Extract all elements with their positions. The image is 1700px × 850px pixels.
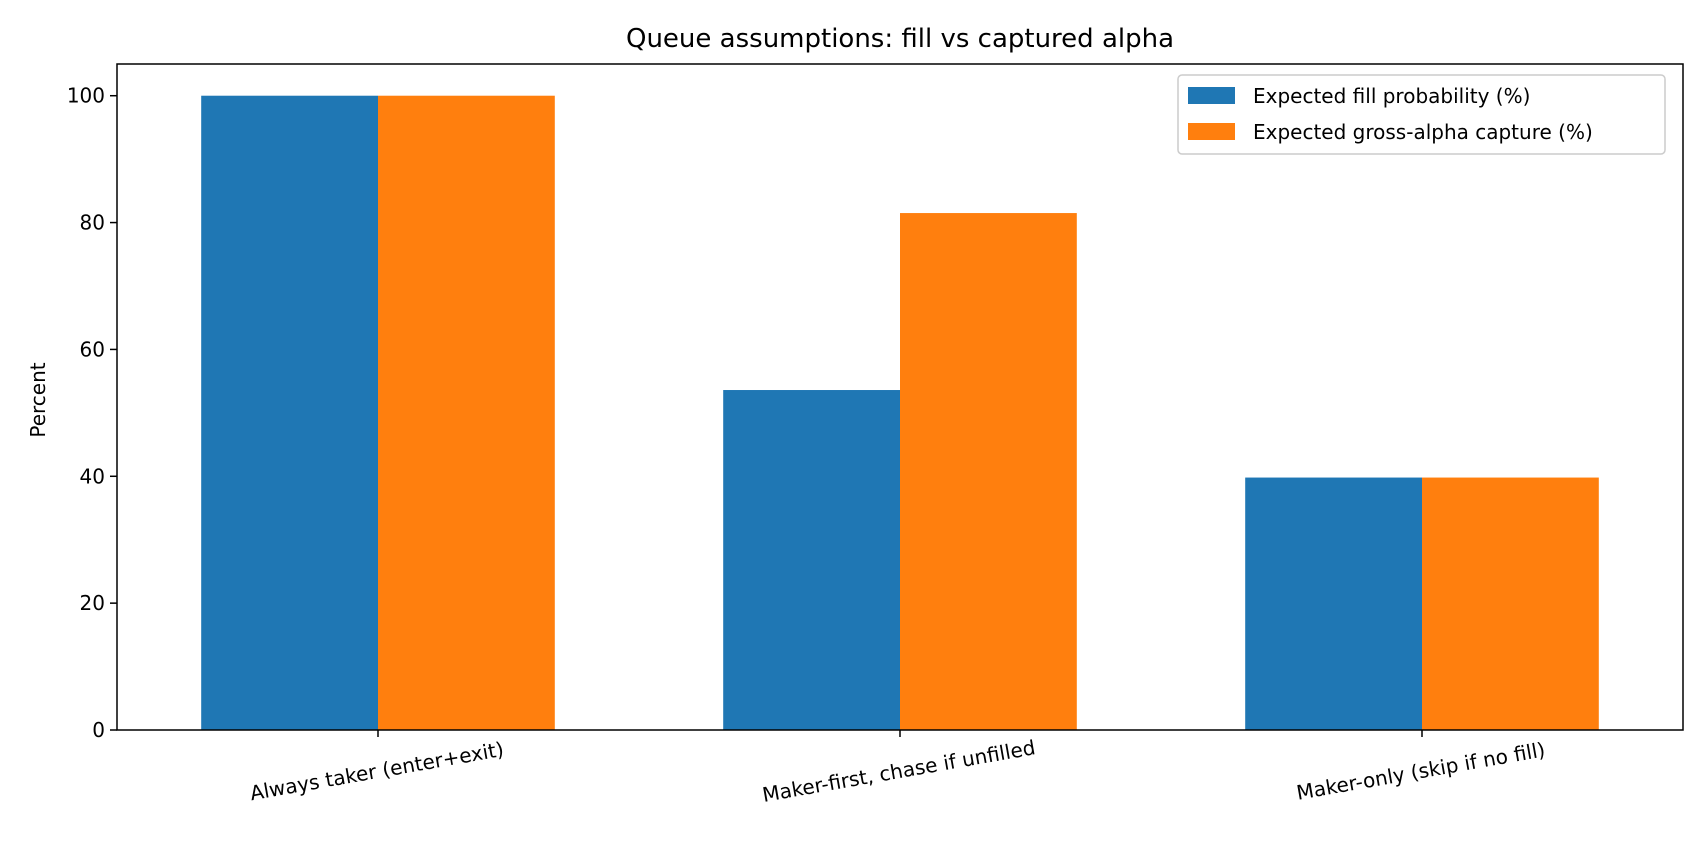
bar-alpha-capture-0 xyxy=(378,95,555,730)
bar-fill-probability-0 xyxy=(201,95,378,730)
chart-title: Queue assumptions: fill vs captured alph… xyxy=(626,24,1174,54)
legend: Expected fill probability (%) Expected gr… xyxy=(1177,74,1666,155)
bar-alpha-capture-2 xyxy=(1422,477,1599,730)
bar-alpha-capture-1 xyxy=(900,213,1077,731)
legend-swatch xyxy=(1188,123,1235,140)
y-tick-label: 80 xyxy=(80,211,105,235)
legend-box xyxy=(1177,74,1666,155)
legend-label: Expected fill probability (%) xyxy=(1253,84,1530,108)
y-axis: 0 20 40 60 80 100 xyxy=(67,84,117,742)
legend-swatch xyxy=(1188,87,1235,104)
legend-label: Expected gross-alpha capture (%) xyxy=(1253,120,1593,144)
bar-fill-probability-1 xyxy=(723,390,900,730)
y-tick-label: 0 xyxy=(92,718,105,742)
y-tick-label: 100 xyxy=(67,84,105,108)
y-tick-label: 20 xyxy=(80,591,105,615)
y-tick-label: 60 xyxy=(80,337,105,361)
y-axis-label: Percent xyxy=(26,362,50,437)
y-tick-label: 40 xyxy=(80,464,105,488)
bar-fill-probability-2 xyxy=(1245,477,1422,730)
plot-frame xyxy=(116,63,1684,731)
bars-group xyxy=(201,95,1599,731)
